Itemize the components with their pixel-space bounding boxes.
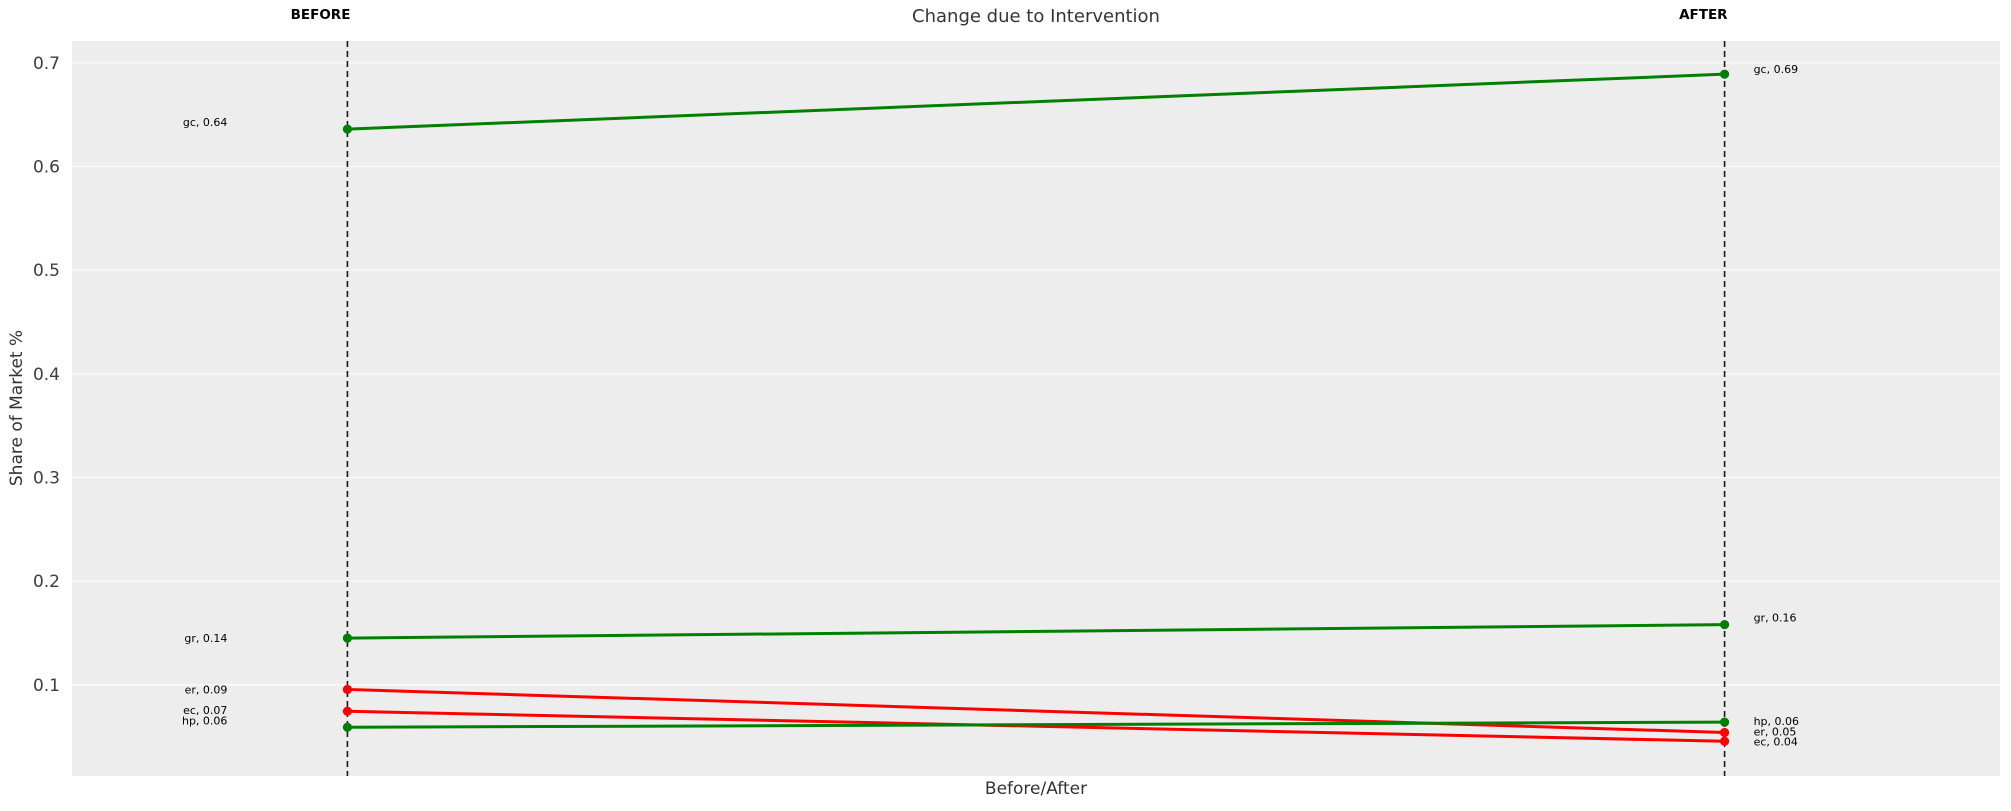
series-line-gc [347,72,1725,131]
y-axis-label: Share of Market % [7,329,27,487]
y-tick-label: 0.7 [33,54,60,74]
series-line-ec [347,709,1725,743]
y-tick-label: 0.5 [33,261,60,281]
series-line-er [347,687,1725,734]
series-line-gr [347,623,1725,640]
point-label-after-gr: gr, 0.16 [1754,612,1797,625]
point-after-er [1719,727,1730,738]
point-label-after-er: er, 0.05 [1754,725,1797,738]
point-label-before-gc: gc, 0.64 [183,116,228,129]
y-tick-label: 0.3 [33,468,60,488]
y-tick-label: 0.2 [33,572,60,592]
point-label-before-gr: gr, 0.14 [184,632,227,645]
point-after-hp [1719,717,1730,727]
y-tick-label: 0.4 [33,365,60,385]
point-before-er [342,684,353,695]
point-label-after-gc: gc, 0.69 [1754,63,1799,76]
y-tick-label: 0.6 [33,157,60,177]
point-label-before-ec: ec, 0.07 [183,704,227,717]
point-after-gc [1719,69,1730,79]
plot-area-background [72,41,2000,776]
point-before-gr [342,633,353,643]
point-label-before-er: er, 0.09 [185,683,228,696]
y-tick-label: 0.1 [33,676,60,696]
column-header-before: BEFORE [291,7,351,23]
point-after-gr [1719,620,1730,630]
point-before-gc [342,124,353,134]
point-before-hp [342,722,353,732]
point-label-before-hp: hp, 0.06 [182,714,227,727]
x-axis-label: Before/After [984,779,1088,799]
point-label-after-hp: hp, 0.06 [1754,715,1799,728]
column-header-after: AFTER [1679,7,1728,23]
point-after-ec [1719,736,1730,746]
point-label-after-ec: ec, 0.04 [1754,735,1798,748]
series-line-hp [347,720,1725,729]
point-before-ec [342,706,353,716]
